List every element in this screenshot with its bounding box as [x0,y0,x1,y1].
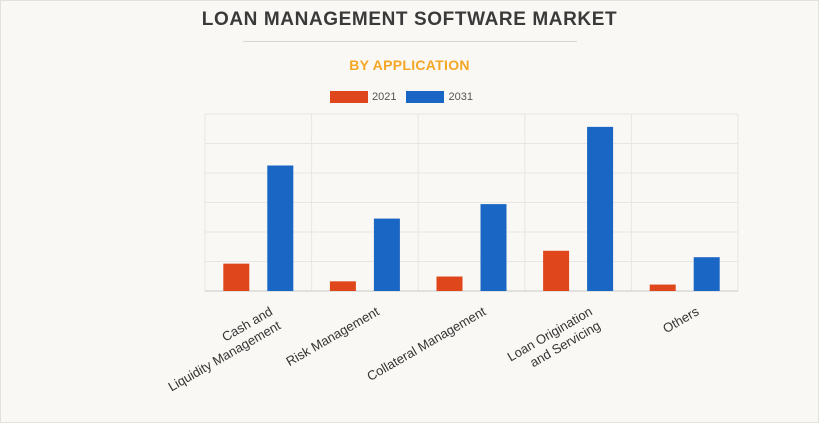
chart-subtitle: BY APPLICATION [349,57,470,73]
x-tick-label-line: Collateral Management [364,303,488,383]
bar-2031-2[interactable] [480,204,507,291]
bar-2031-3[interactable] [587,126,614,291]
bar-2031-0[interactable] [267,165,294,291]
legend-swatch-2031 [406,91,445,103]
legend-label-2021: 2021 [372,91,397,103]
x-tick-label: Collateral Management [364,303,488,383]
bar-2031-1[interactable] [373,218,400,291]
bar-2031-4[interactable] [693,257,720,291]
bar-2021-2[interactable] [436,276,463,291]
legend-swatch-2021 [330,91,368,103]
title-divider [243,41,577,42]
bar-2021-1[interactable] [329,281,356,291]
legend-item-2031[interactable]: 2031 [406,91,473,103]
bar-2021-0[interactable] [223,263,250,291]
legend-label-2031: 2031 [448,91,473,103]
x-tick-label: Others [660,303,702,336]
x-tick-label: Risk Management [283,303,382,369]
bar-2021-4[interactable] [649,284,676,291]
x-tick-label: Cash andLiquidity Management [157,303,283,394]
chart-title: LOAN MANAGEMENT SOFTWARE MARKET [201,9,618,30]
legend: 2021 2031 [330,89,483,105]
x-tick-label-line: Others [660,303,702,336]
x-tick-label-line: Risk Management [283,303,382,369]
x-tick-label: Loan Originationand Servicing [505,304,603,379]
legend-item-2021[interactable]: 2021 [330,91,396,103]
bar-2021-3[interactable] [543,250,570,291]
